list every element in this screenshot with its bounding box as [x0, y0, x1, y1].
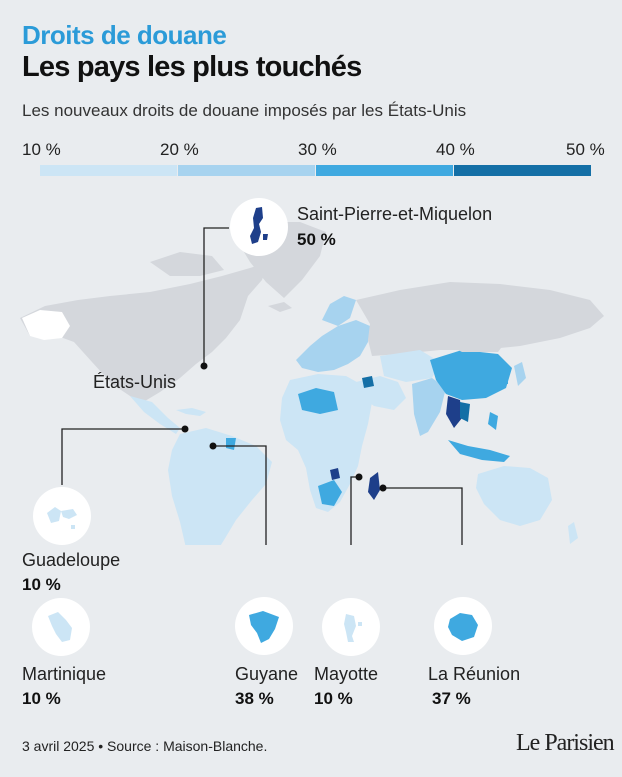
alaska	[22, 310, 70, 340]
mongolia	[450, 340, 504, 352]
dot-spm	[200, 362, 208, 370]
leader-guyane	[213, 445, 267, 545]
guyane-shape-icon	[249, 611, 279, 643]
martinique-label: Martinique	[22, 664, 107, 684]
legend-swatch-20-30	[178, 165, 315, 176]
le-parisien-logo: Le Parisien	[516, 730, 615, 756]
canada-islands	[150, 252, 224, 276]
reunion-inset	[434, 597, 492, 655]
guadeloupe-label: Guadeloupe	[22, 550, 121, 570]
central-america	[130, 396, 180, 434]
new-zealand	[568, 522, 578, 544]
china	[430, 350, 512, 400]
legend-label-20: 20 %	[160, 140, 199, 159]
indochina	[460, 402, 470, 422]
india	[412, 378, 446, 436]
guadeloupe-inset	[33, 487, 91, 545]
legend-label-30: 30 %	[298, 140, 337, 159]
europe	[296, 320, 370, 372]
spm-shape-icon	[250, 207, 268, 244]
martinique-inset	[32, 598, 90, 656]
guyane-label: Guyane	[235, 664, 299, 684]
guyane-rate: 38 %	[235, 689, 274, 708]
korea	[500, 370, 508, 384]
martinique-rate: 10 %	[22, 689, 61, 708]
madagascar	[368, 472, 380, 500]
caribbean	[176, 408, 206, 416]
philippines	[488, 412, 498, 430]
legend-swatch-30-40	[316, 165, 453, 176]
legend-label-50: 50 %	[566, 140, 605, 159]
mayotte-label: Mayotte	[314, 664, 379, 684]
guyane-area	[226, 438, 236, 450]
dot-mayotte	[355, 473, 363, 481]
legend-label-40: 40 %	[436, 140, 475, 159]
guadeloupe-shape-icon	[47, 507, 77, 529]
leader-reunion	[383, 487, 463, 545]
page-title: Les pays les plus touchés	[22, 51, 362, 83]
martinique-shape-icon	[48, 612, 72, 642]
australia	[476, 466, 552, 526]
leader-mayotte	[350, 476, 359, 545]
mayotte-inset	[322, 598, 380, 656]
source-note: 3 avril 2025 • Source : Maison-Blanche.	[22, 738, 268, 754]
dot-guyane	[209, 442, 217, 450]
central-asia	[380, 350, 440, 382]
legend-swatch-40-50	[454, 165, 591, 176]
lesotho	[330, 468, 340, 480]
southeast-asia	[446, 396, 462, 428]
kicker: Droits de douane	[22, 20, 227, 50]
leader-guadeloupe	[61, 428, 185, 485]
south-america	[168, 428, 272, 545]
southern-africa	[318, 480, 342, 506]
dot-reunion	[379, 484, 387, 492]
usa-label: États-Unis	[93, 372, 177, 392]
russia	[356, 282, 604, 356]
spm-inset	[230, 198, 288, 256]
guadeloupe-rate: 10 %	[22, 575, 61, 594]
scandinavia	[322, 296, 356, 326]
iceland	[268, 302, 292, 312]
subtitle: Les nouveaux droits de douane imposés pa…	[22, 101, 467, 120]
legend-label-10: 10 %	[22, 140, 61, 159]
japan	[514, 362, 526, 386]
leader-spm	[203, 227, 229, 366]
indonesia	[448, 440, 510, 462]
reunion-shape-icon	[448, 613, 478, 641]
mayotte-shape-icon	[344, 614, 362, 642]
north-america	[20, 262, 268, 404]
algeria-libya	[298, 388, 338, 414]
spm-label: Saint-Pierre-et-Miquelon	[297, 204, 493, 224]
spm-rate: 50 %	[297, 230, 336, 249]
legend-swatch-10-20	[40, 165, 177, 176]
syria-iraq	[362, 376, 374, 388]
reunion-rate: 37 %	[432, 689, 471, 708]
reunion-label: La Réunion	[428, 664, 521, 684]
guyane-inset	[235, 597, 293, 655]
dot-guadeloupe	[181, 425, 189, 433]
mayotte-rate: 10 %	[314, 689, 353, 708]
